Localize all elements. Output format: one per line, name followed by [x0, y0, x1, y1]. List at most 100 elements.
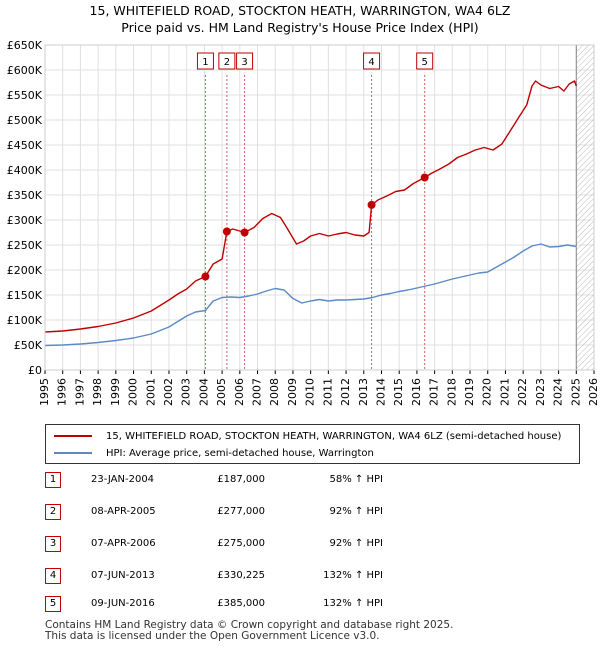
x-tick-label: 2005: [215, 378, 228, 406]
y-tick-label: £50K: [14, 339, 43, 352]
legend-label-hpi: HPI: Average price, semi-detached house,…: [106, 447, 374, 459]
x-tick-label: 2026: [587, 378, 600, 406]
x-tick-label: 2024: [552, 378, 565, 406]
x-tick-label: 2013: [357, 378, 370, 406]
x-tick-label: 2004: [197, 378, 210, 406]
legend-item-property: 15, WHITEFIELD ROAD, STOCKTON HEATH, WAR…: [54, 428, 561, 444]
plot-area: [45, 45, 594, 370]
x-tick-label: 2003: [180, 378, 193, 406]
sale-marker-number: 2: [224, 57, 230, 68]
sale-point: [222, 227, 231, 236]
sale-marker-box: [363, 52, 381, 70]
x-tick-label: 1999: [109, 378, 122, 406]
sale-marker-badge: 1: [196, 52, 214, 70]
x-tick-label: 2019: [463, 378, 476, 406]
sale-date: 09-JUN-2016: [91, 598, 155, 609]
sale-point: [240, 228, 249, 237]
sale-price: £277,000: [217, 506, 265, 517]
sale-number-badge: 3: [45, 536, 61, 552]
x-tick-label: 2011: [321, 378, 334, 406]
x-tick-label: 2017: [428, 378, 441, 406]
sale-row: 3 07-APR-2006 £275,000 92% ↑ HPI: [45, 536, 425, 554]
x-tick-label: 1998: [91, 378, 104, 406]
sale-number-badge: 4: [45, 568, 61, 584]
sale-hpi-change: 132% ↑ HPI: [323, 598, 383, 609]
sale-row: 2 08-APR-2005 £277,000 92% ↑ HPI: [45, 504, 425, 522]
sale-point: [367, 200, 376, 209]
sale-marker-box: [196, 52, 214, 70]
sale-hpi-change: 58% ↑ HPI: [329, 474, 383, 485]
sale-marker-number: 3: [241, 57, 247, 68]
sale-point: [420, 173, 429, 182]
x-tick-label: 2002: [162, 378, 175, 406]
sale-point: [201, 272, 210, 281]
x-tick-label: 2000: [127, 378, 140, 406]
property-price-line: [44, 80, 577, 333]
x-tick-label: 1996: [56, 378, 69, 406]
sale-number-badge: 1: [45, 472, 61, 488]
sale-number-badge: 5: [45, 596, 61, 612]
x-tick-label: 2014: [374, 378, 387, 406]
x-tick-label: 2018: [445, 378, 458, 406]
hpi-line: [44, 243, 577, 347]
y-tick-label: £500K: [7, 114, 43, 127]
sale-date: 23-JAN-2004: [91, 474, 155, 485]
x-tick-label: 2020: [481, 378, 494, 406]
sale-date: 07-APR-2006: [91, 538, 156, 549]
y-tick-label: £400K: [7, 164, 43, 177]
chart-title-block: 15, WHITEFIELD ROAD, STOCKTON HEATH, WAR…: [0, 2, 600, 36]
sale-date: 07-JUN-2013: [91, 570, 155, 581]
sale-number-badge: 2: [45, 504, 61, 520]
y-tick-label: £450K: [7, 139, 43, 152]
x-tick-label: 2022: [516, 378, 529, 406]
sale-marker-box: [236, 52, 254, 70]
x-tick-label: 2025: [569, 378, 582, 406]
sale-price: £330,225: [217, 570, 265, 581]
sale-price: £187,000: [217, 474, 265, 485]
sale-hpi-change: 92% ↑ HPI: [329, 506, 383, 517]
plot-frame: [44, 44, 595, 371]
x-tick-label: 2006: [233, 378, 246, 406]
y-tick-label: £600K: [7, 64, 43, 77]
sale-marker-badge: 3: [236, 52, 254, 70]
x-tick-label: 2015: [392, 378, 405, 406]
sale-marker-badge: 5: [416, 52, 434, 70]
chart-subtitle: Price paid vs. HM Land Registry's House …: [121, 20, 479, 35]
sale-price: £385,000: [217, 598, 265, 609]
y-tick-label: £0: [28, 364, 42, 377]
legend: 15, WHITEFIELD ROAD, STOCKTON HEATH, WAR…: [45, 424, 580, 464]
future-region: [576, 45, 594, 370]
y-tick-label: £200K: [7, 264, 43, 277]
x-tick-label: 2021: [498, 378, 511, 406]
sale-hpi-change: 92% ↑ HPI: [329, 538, 383, 549]
sale-date: 08-APR-2005: [91, 506, 156, 517]
sale-price: £275,000: [217, 538, 265, 549]
x-tick-label: 2010: [304, 378, 317, 406]
footer-licence: This data is licensed under the Open Gov…: [45, 630, 380, 642]
x-tick-label: 2009: [286, 378, 299, 406]
sale-hpi-change: 132% ↑ HPI: [323, 570, 383, 581]
y-tick-label: £650K: [7, 39, 43, 52]
x-tick-label: 2008: [268, 378, 281, 406]
sale-row: 1 23-JAN-2004 £187,000 58% ↑ HPI: [45, 472, 425, 490]
y-tick-label: £100K: [7, 314, 43, 327]
sale-marker-box: [416, 52, 434, 70]
y-tick-label: £250K: [7, 239, 43, 252]
y-tick-label: £150K: [7, 289, 43, 302]
sale-marker-number: 1: [202, 57, 208, 68]
y-tick-label: £300K: [7, 214, 43, 227]
y-tick-label: £550K: [7, 89, 43, 102]
legend-swatch-property: [54, 435, 92, 437]
sale-marker-number: 5: [422, 57, 428, 68]
x-tick-label: 2016: [410, 378, 423, 406]
x-tick-label: 2012: [339, 378, 352, 406]
sale-marker-box: [218, 52, 236, 70]
x-tick-label: 1995: [38, 378, 51, 406]
y-tick-label: £350K: [7, 189, 43, 202]
footer-copyright: Contains HM Land Registry data © Crown c…: [45, 619, 454, 631]
x-tick-label: 1997: [73, 378, 86, 406]
x-tick-label: 2007: [251, 378, 264, 406]
legend-item-hpi: HPI: Average price, semi-detached house,…: [54, 445, 374, 461]
legend-label-property: 15, WHITEFIELD ROAD, STOCKTON HEATH, WAR…: [106, 430, 562, 442]
price-chart: £0 £50K £100K £150K £200K £250K £300K £350K £400…: [7, 39, 600, 406]
